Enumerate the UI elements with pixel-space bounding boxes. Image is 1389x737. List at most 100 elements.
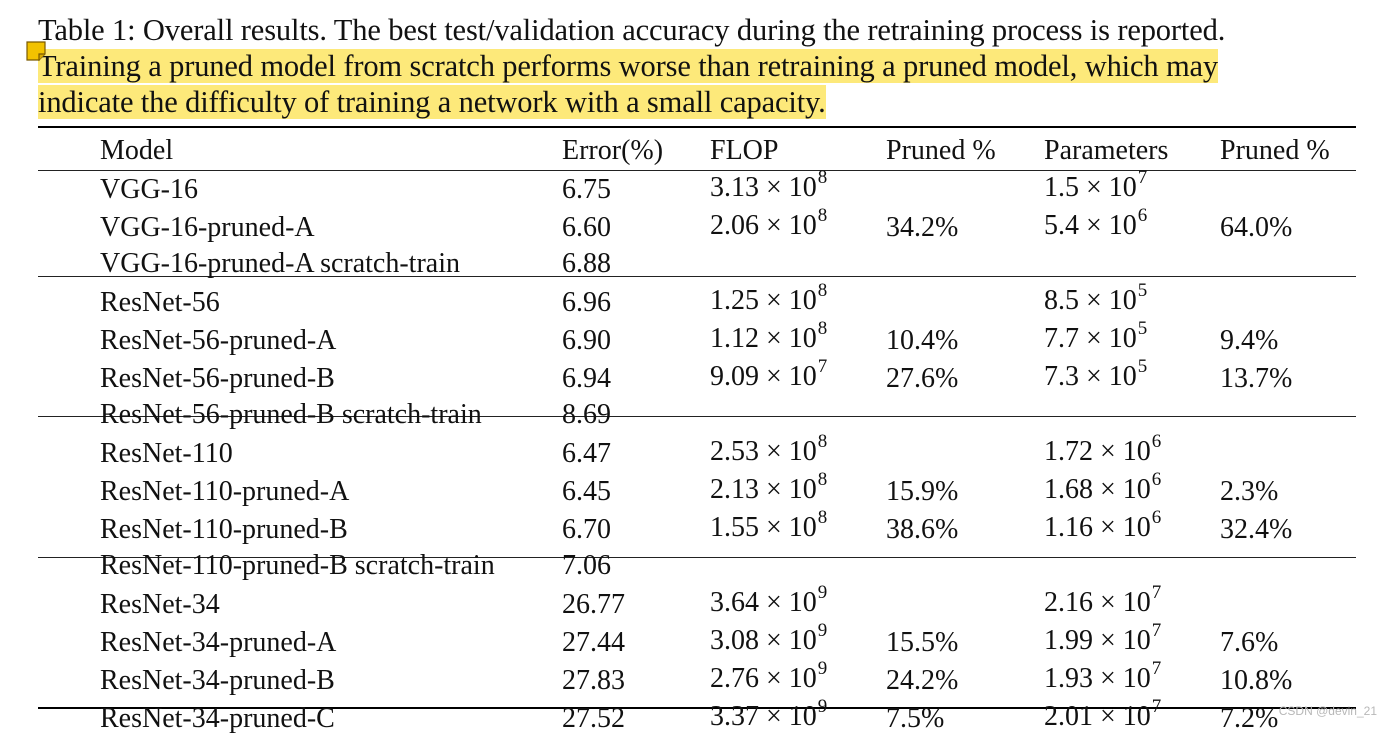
cell-error: 6.88 xyxy=(562,248,611,279)
caption-highlight-2[interactable]: indicate the difficulty of training a ne… xyxy=(38,85,826,119)
cell-parameters: 1.93 × 107 xyxy=(1044,658,1220,699)
times-symbol: × xyxy=(1086,285,1102,316)
cell-model: ResNet-56-pruned-B xyxy=(100,362,335,394)
cell-error: 27.52 xyxy=(562,702,625,734)
mantissa: 2.06 xyxy=(710,210,759,241)
mantissa: 2.16 xyxy=(1044,587,1093,618)
times-symbol: × xyxy=(766,210,782,241)
cell-error: 6.60 xyxy=(562,211,611,243)
cell-flop xyxy=(710,397,886,432)
cell-params-pruned xyxy=(1220,281,1356,321)
table-row: ResNet-110-pruned-B scratch-train 7.06 xyxy=(38,548,1356,583)
exponent: 7 xyxy=(1151,582,1162,603)
cell-parameters: 5.4 × 106 xyxy=(1044,205,1220,246)
cell-error: 6.70 xyxy=(562,513,611,545)
cell-flop-pruned: 38.6% xyxy=(886,513,959,545)
cell-error: 6.94 xyxy=(562,362,611,394)
cell-flop-pruned xyxy=(886,397,1044,432)
mantissa: 9.09 xyxy=(710,361,759,392)
base: 10 xyxy=(1122,663,1151,694)
exponent: 5 xyxy=(1137,318,1148,339)
header-error: Error(%) xyxy=(562,134,664,166)
base: 10 xyxy=(788,361,817,392)
exponent: 9 xyxy=(817,620,828,641)
table-row: VGG-16-pruned-A 6.60 2.06 × 108 34.2% 5.4 × … xyxy=(38,205,1356,246)
cell-flop: 1.12 × 108 xyxy=(710,318,886,359)
table-row: ResNet-56-pruned-A 6.90 1.12 × 108 10.4% 7.7… xyxy=(38,318,1356,359)
table-row: ResNet-110-pruned-B 6.70 1.55 × 108 38.6% 1.… xyxy=(38,507,1356,548)
cell-parameters: 2.16 × 107 xyxy=(1044,582,1220,623)
cell-model: VGG-16 xyxy=(100,173,198,205)
table-row: ResNet-34-pruned-A 27.44 3.08 × 109 15.5% 1.… xyxy=(38,620,1356,661)
mantissa: 8.5 xyxy=(1044,285,1079,316)
cell-flop-pruned: 15.9% xyxy=(886,475,959,507)
cell-flop: 2.06 × 108 xyxy=(710,205,886,246)
exponent: 6 xyxy=(1151,431,1162,452)
mantissa: 1.25 xyxy=(710,285,759,316)
times-symbol: × xyxy=(1100,663,1116,694)
cell-model: ResNet-110-pruned-B xyxy=(100,513,348,545)
mantissa: 1.99 xyxy=(1044,625,1093,656)
table-row: VGG-16-pruned-A scratch-train 6.88 xyxy=(38,246,1356,281)
cell-flop-pruned: 10.4% xyxy=(886,324,959,356)
base: 10 xyxy=(788,625,817,656)
cell-params-pruned xyxy=(1220,548,1356,583)
exponent: 7 xyxy=(1151,658,1162,679)
cell-flop-pruned: 34.2% xyxy=(886,211,959,243)
cell-parameters: 1.99 × 107 xyxy=(1044,620,1220,661)
base: 10 xyxy=(1108,323,1137,354)
times-symbol: × xyxy=(766,323,782,354)
cell-params-pruned xyxy=(1220,397,1356,432)
cell-error: 8.69 xyxy=(562,399,611,430)
times-symbol: × xyxy=(766,361,782,392)
exponent: 8 xyxy=(817,167,828,188)
exponent: 5 xyxy=(1137,280,1148,301)
mantissa: 1.55 xyxy=(710,512,759,543)
table-group: VGG-16 6.75 3.13 × 108 1.5 × 107 VGG-16-prun… xyxy=(38,167,1356,281)
caption-highlight-1[interactable]: Training a pruned model from scratch per… xyxy=(38,49,1219,83)
cell-flop-pruned xyxy=(886,246,1044,281)
exponent: 8 xyxy=(817,507,828,528)
table-row: ResNet-110 6.47 2.53 × 108 1.72 × 106 xyxy=(38,431,1356,472)
base: 10 xyxy=(788,587,817,618)
header-flop-pruned: Pruned % xyxy=(886,134,996,166)
cell-model: ResNet-56-pruned-B scratch-train xyxy=(100,399,482,430)
table-row: ResNet-56 6.96 1.25 × 108 8.5 × 105 xyxy=(38,280,1356,321)
cell-model: VGG-16-pruned-A scratch-train xyxy=(100,248,460,279)
cell-model: ResNet-110 xyxy=(100,437,233,469)
table-row: ResNet-110-pruned-A 6.45 2.13 × 108 15.9% 1.… xyxy=(38,469,1356,510)
caption-line-2: Training a pruned model from scratch per… xyxy=(38,48,1368,84)
times-symbol: × xyxy=(766,172,782,203)
header-rule xyxy=(38,170,1356,171)
times-symbol: × xyxy=(1086,361,1102,392)
mantissa: 3.64 xyxy=(710,587,759,618)
base: 10 xyxy=(1122,587,1151,618)
cell-flop: 3.64 × 109 xyxy=(710,582,886,623)
mantissa: 2.53 xyxy=(710,436,759,467)
base: 10 xyxy=(1122,436,1151,467)
bottom-rule xyxy=(38,707,1356,709)
mantissa: 1.16 xyxy=(1044,512,1093,543)
cell-model: ResNet-34 xyxy=(100,588,220,620)
cell-flop: 3.08 × 109 xyxy=(710,620,886,661)
base: 10 xyxy=(788,436,817,467)
mantissa: 1.5 xyxy=(1044,172,1079,203)
mantissa: 2.13 xyxy=(710,474,759,505)
times-symbol: × xyxy=(766,587,782,618)
times-symbol: × xyxy=(1100,701,1116,732)
cell-error: 6.75 xyxy=(562,173,611,205)
cell-model: VGG-16-pruned-A xyxy=(100,211,315,243)
cell-error: 27.44 xyxy=(562,626,625,658)
cell-params-pruned xyxy=(1220,168,1356,208)
times-symbol: × xyxy=(766,625,782,656)
cell-params-pruned: 32.4% xyxy=(1220,513,1293,545)
cell-params-pruned xyxy=(1220,583,1356,623)
times-symbol: × xyxy=(766,663,782,694)
cell-params-pruned xyxy=(1220,246,1356,281)
caption-line-3: indicate the difficulty of training a ne… xyxy=(38,84,1368,120)
table-row: ResNet-34-pruned-C 27.52 3.37 × 109 7.5% 2.0… xyxy=(38,696,1356,737)
exponent: 8 xyxy=(817,205,828,226)
sticky-note-icon[interactable] xyxy=(26,41,46,61)
cell-parameters xyxy=(1044,548,1220,583)
table-row: ResNet-34-pruned-B 27.83 2.76 × 109 24.2% 1.… xyxy=(38,658,1356,699)
